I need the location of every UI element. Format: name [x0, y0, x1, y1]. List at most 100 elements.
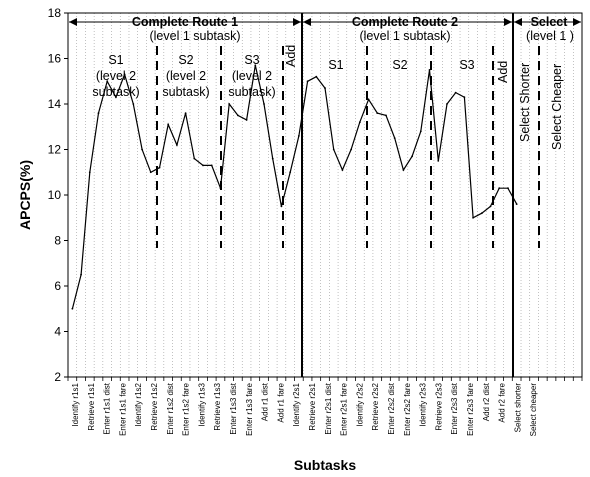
x-category-label: Identify r1s3 — [197, 382, 206, 426]
data-point — [71, 307, 74, 310]
data-point — [132, 103, 135, 105]
y-tick-label: 4 — [54, 325, 61, 339]
data-point — [263, 103, 265, 105]
x-category-label: Identify r1s1 — [71, 382, 80, 426]
data-point — [454, 91, 457, 94]
data-point — [149, 171, 152, 174]
section-subtitle-route1: (level 1 subtask) — [149, 29, 240, 43]
route2-subtask-label: S3 — [459, 58, 474, 72]
x-axis-title: Subtasks — [294, 457, 356, 473]
x-category-label: Enter r1s2 fare — [182, 382, 191, 435]
data-point — [210, 164, 213, 167]
data-point — [245, 119, 248, 121]
route1-subtask-label: S1 — [108, 53, 123, 67]
arrow-head-left — [303, 18, 311, 26]
route2-subtask-label: S1 — [328, 58, 343, 72]
x-category-label: Enter r2s3 fare — [466, 382, 475, 435]
data-point — [437, 159, 440, 162]
x-category-label: Retrieve r2s1 — [308, 382, 317, 430]
add-label: Add — [284, 45, 298, 67]
route1-subtask-label: S2 — [178, 53, 193, 67]
data-point — [167, 123, 170, 126]
data-point — [254, 64, 257, 67]
x-category-label: Enter r1s1 dist — [103, 382, 112, 434]
data-point — [219, 187, 222, 190]
data-point — [515, 203, 518, 206]
data-point — [358, 121, 361, 124]
apcps-series-points — [71, 64, 518, 310]
data-point — [175, 144, 178, 146]
y-tick-label: 6 — [54, 279, 61, 293]
data-point — [428, 68, 431, 71]
data-point — [289, 171, 292, 174]
data-point — [419, 130, 422, 133]
data-point — [315, 75, 318, 78]
data-point — [193, 157, 196, 160]
route1-subtask-level: subtask) — [92, 85, 139, 99]
y-tick-label: 14 — [48, 97, 62, 111]
route1-subtask-level: (level 2 — [96, 69, 136, 83]
data-point — [341, 169, 344, 171]
x-category-label: Retrieve r2s3 — [434, 382, 443, 430]
x-category-label: Enter r2s1 dist — [324, 382, 333, 434]
y-tick-label: 2 — [54, 370, 61, 384]
x-category-label: Enter r1s3 fare — [245, 382, 254, 435]
data-point — [271, 157, 274, 160]
data-point — [141, 148, 143, 151]
route1-span-arrow — [69, 18, 301, 26]
x-category-label: Enter r1s3 dist — [229, 382, 238, 434]
arrow-head-left — [514, 18, 522, 26]
data-point — [97, 112, 100, 114]
data-point — [202, 164, 204, 167]
route1-subtask-level: subtask) — [228, 85, 275, 99]
grid — [67, 13, 583, 377]
section-subtitle-route2: (level 1 subtask) — [359, 29, 450, 43]
route2-span-arrow — [303, 18, 512, 26]
data-point — [184, 112, 187, 114]
data-point — [123, 73, 126, 76]
route1-subtask-level: (level 2 — [232, 69, 272, 83]
data-point — [480, 212, 483, 215]
data-point — [297, 134, 300, 137]
data-point — [507, 187, 509, 190]
section-subtitle-select: (level 1 ) — [526, 29, 574, 43]
x-category-label: Add r2 dist — [482, 382, 491, 421]
data-point — [446, 103, 448, 105]
x-category-label: Retrieve r1s3 — [213, 382, 222, 430]
y-tick-label: 18 — [48, 6, 62, 20]
y-tick-label: 8 — [54, 234, 61, 248]
x-category-label: Retrieve r1s2 — [150, 382, 159, 430]
data-point — [115, 96, 117, 99]
data-point — [472, 216, 475, 219]
x-category-label: Select shorter — [513, 383, 522, 433]
route1-subtask-label: S3 — [244, 53, 259, 67]
x-category-label: Identify r1s2 — [134, 382, 143, 426]
data-point — [106, 80, 109, 83]
x-category-label: Add r2 fare — [498, 382, 507, 422]
x-category-label: Enter r1s1 fare — [118, 382, 127, 435]
x-category-label: Enter r2s1 fare — [340, 382, 349, 435]
y-tick-label: 12 — [48, 143, 62, 157]
data-point — [228, 103, 231, 105]
x-category-label: Retrieve r1s1 — [87, 382, 96, 430]
x-category-label: Select cheaper — [529, 383, 538, 437]
select-cheaper-label: Select Cheaper — [550, 64, 564, 150]
data-point — [411, 155, 414, 158]
data-point — [280, 205, 283, 208]
data-point — [236, 114, 239, 117]
data-point — [306, 80, 309, 83]
data-point — [332, 148, 335, 151]
section-title-route2: Complete Route 2 — [352, 15, 458, 29]
arrow-head-right — [504, 18, 512, 26]
x-category-label: Add r1 dist — [261, 382, 270, 421]
x-category-label: Enter r2s2 fare — [403, 382, 412, 435]
section-title-route1: Complete Route 1 — [132, 15, 238, 29]
data-point — [324, 87, 326, 89]
x-category-label: Identify r2s1 — [292, 382, 301, 426]
arrow-head-right — [293, 18, 301, 26]
data-point — [350, 148, 353, 151]
x-category-label: Enter r2s3 dist — [450, 382, 459, 434]
x-category-label: Identify r2s2 — [355, 382, 364, 426]
y-axis-title: APCPS(%) — [17, 160, 33, 230]
